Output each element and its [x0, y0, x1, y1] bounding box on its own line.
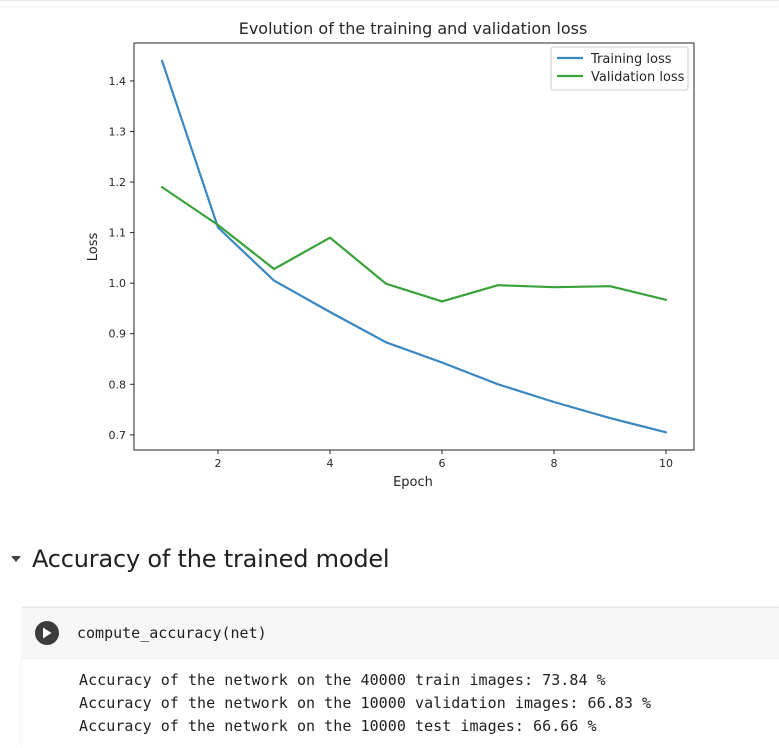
chart-title: Evolution of the training and validation… [239, 19, 588, 38]
series-lines [160, 59, 668, 434]
code-text[interactable]: compute_accuracy(net) [77, 624, 267, 642]
x-axis: 2 4 6 8 10 [215, 450, 673, 470]
x-axis-label: Epoch [393, 475, 433, 490]
legend-label-training: Training loss [590, 52, 672, 67]
x-tick-label: 2 [215, 457, 222, 470]
output-line-validation: Accuracy of the network on the 10000 val… [79, 694, 652, 712]
section-header: Accuracy of the trained model [0, 539, 779, 579]
y-axis-label: Loss [86, 233, 101, 262]
chart-legend: Training loss Validation loss [550, 46, 689, 91]
legend-label-validation: Validation loss [591, 70, 685, 85]
y-axis: 0.7 0.8 0.9 1.0 1.1 1.2 1.3 1.4 [109, 75, 134, 442]
collapse-section-button[interactable] [0, 539, 32, 579]
previous-cell-edge [0, 0, 779, 6]
y-tick-label: 1.2 [109, 176, 127, 189]
y-tick-label: 1.4 [109, 75, 127, 88]
run-cell-button[interactable] [35, 621, 59, 645]
code-cell[interactable]: compute_accuracy(net) Accuracy of the ne… [22, 607, 779, 748]
validation-loss-line [160, 186, 668, 303]
x-tick-label: 4 [327, 457, 334, 470]
y-tick-label: 0.7 [109, 429, 127, 442]
x-tick-label: 10 [659, 457, 673, 470]
cell-output: Accuracy of the network on the 40000 tra… [22, 658, 779, 748]
legend-box [550, 46, 689, 91]
y-tick-label: 0.9 [109, 328, 127, 341]
x-tick-label: 8 [551, 457, 558, 470]
y-tick-label: 1.3 [109, 125, 127, 138]
output-line-test: Accuracy of the network on the 10000 tes… [79, 717, 597, 735]
y-tick-label: 1.0 [109, 277, 127, 290]
code-input[interactable]: compute_accuracy(net) [22, 608, 779, 658]
caret-down-icon [11, 556, 21, 562]
plot-frame [133, 42, 695, 451]
y-tick-label: 0.8 [109, 378, 127, 391]
section-title: Accuracy of the trained model [32, 545, 390, 573]
y-tick-label: 1.1 [109, 227, 127, 240]
x-tick-label: 6 [439, 457, 446, 470]
training-loss-line [160, 59, 668, 434]
play-icon [43, 627, 52, 639]
loss-chart: Evolution of the training and validation… [86, 19, 695, 490]
output-line-train: Accuracy of the network on the 40000 tra… [79, 671, 606, 689]
